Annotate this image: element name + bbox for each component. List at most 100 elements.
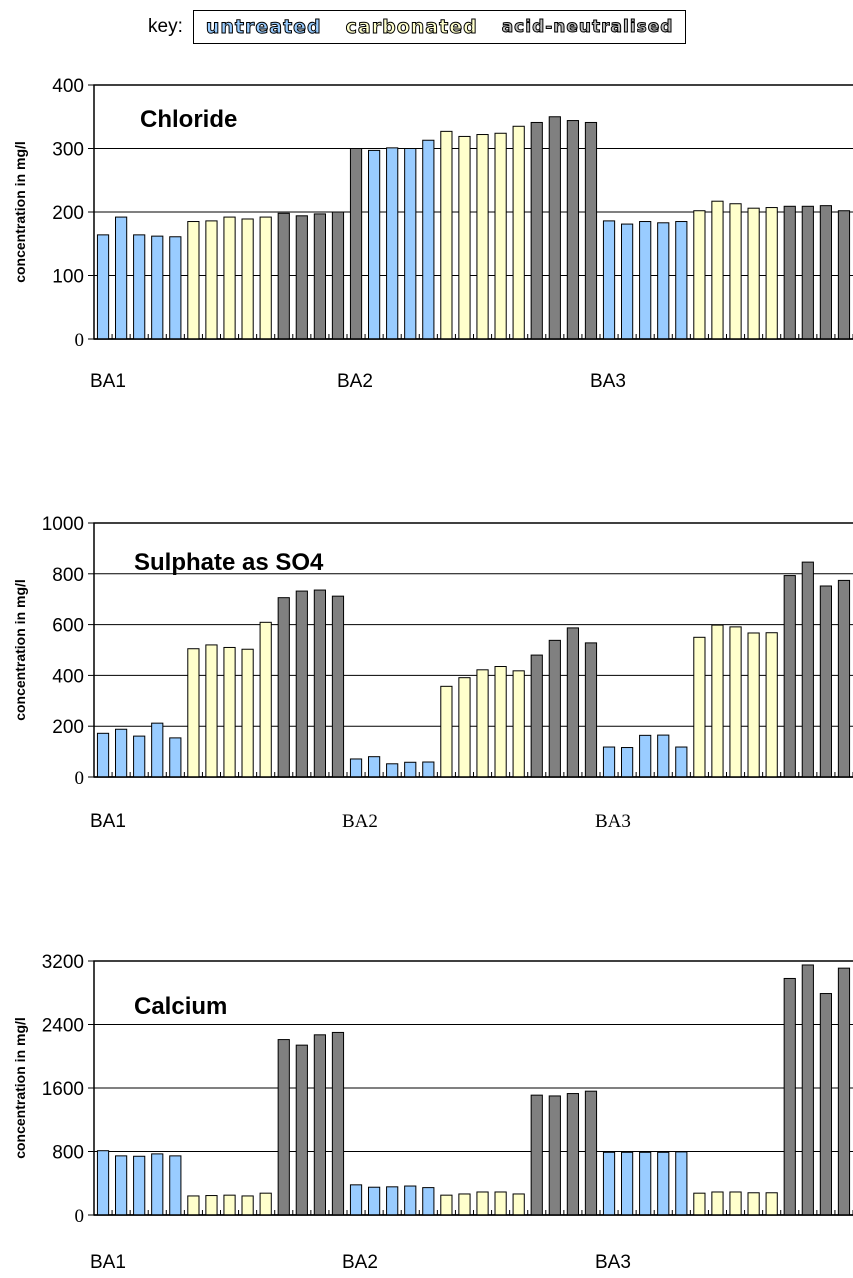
bar [404, 148, 417, 340]
y-axis-label: concentration in mg/l [12, 141, 28, 283]
chart-title: Calcium [134, 993, 227, 1020]
bar [566, 1093, 579, 1216]
y-tick-label: 400 [52, 666, 84, 687]
bar [801, 205, 814, 340]
category-label: BA3 [595, 1252, 631, 1273]
bar [512, 670, 525, 778]
bar [187, 221, 200, 340]
y-tick-label: 400 [52, 76, 84, 97]
y-tick-label: 100 [52, 267, 84, 288]
bar [711, 624, 724, 778]
category-label: BA3 [595, 811, 631, 832]
bar [675, 221, 688, 340]
bar [602, 746, 616, 778]
bar [530, 654, 543, 778]
bar [223, 1194, 236, 1216]
bar [566, 627, 579, 778]
bar [693, 1192, 706, 1216]
bar [349, 758, 363, 778]
bar [458, 1193, 471, 1216]
legend-item-acid-neutralised: acid-neutralised [501, 17, 674, 38]
bar [621, 747, 634, 778]
bar [783, 977, 796, 1216]
bar [765, 632, 778, 778]
bar [368, 1186, 381, 1216]
legend-box: untreated carbonated acid-neutralised [192, 10, 687, 44]
bar [512, 125, 525, 340]
bar [349, 148, 363, 340]
y-tick-label: 1600 [42, 1079, 84, 1100]
bar [313, 1034, 326, 1216]
category-label: BA3 [590, 371, 626, 392]
bar [639, 734, 652, 778]
bar [801, 964, 814, 1216]
bar [819, 993, 832, 1216]
bar [819, 205, 832, 340]
bar [349, 1184, 363, 1216]
calcium-chart: 0 800 1600 2400 3200 concentration in mg/l BA1… [12, 952, 853, 1273]
bar [313, 213, 326, 340]
bar [639, 1151, 652, 1216]
chart-title: Chloride [140, 106, 237, 133]
bar [458, 135, 471, 340]
y-tick-label: 2400 [42, 1016, 84, 1037]
bar [693, 636, 706, 778]
bar [566, 120, 579, 340]
bar [386, 147, 399, 340]
bar [584, 1090, 598, 1216]
bar [512, 1193, 525, 1216]
bar [386, 1186, 399, 1216]
bar [819, 585, 832, 778]
bar [747, 207, 760, 340]
bar [115, 216, 128, 340]
bar [205, 220, 218, 340]
bar [96, 234, 110, 340]
bar [476, 669, 489, 778]
bar [331, 211, 345, 340]
sulphate-chart: 0 200 400 600 800 1000 concentration in mg/l BA… [12, 514, 853, 832]
bar [422, 139, 435, 340]
bar [602, 220, 616, 340]
bar [368, 756, 381, 778]
bar [747, 632, 760, 778]
category-label: BA2 [342, 1252, 378, 1273]
bar [621, 1151, 634, 1216]
bar [386, 763, 399, 778]
bar [223, 216, 236, 340]
bar [801, 561, 814, 778]
bar [765, 1192, 778, 1216]
y-axis-label: concentration in mg/l [12, 1017, 28, 1159]
category-label: BA2 [342, 811, 378, 832]
bar [621, 223, 634, 340]
bar [783, 205, 796, 340]
bar [530, 121, 543, 340]
bar [602, 1151, 616, 1216]
y-tick-label: 800 [52, 1143, 84, 1164]
bar [187, 1195, 200, 1216]
bar [205, 1195, 218, 1216]
bar [241, 218, 254, 340]
bar [295, 590, 308, 778]
bar [259, 621, 272, 778]
bar [440, 685, 453, 778]
bar [639, 221, 652, 340]
bar [711, 200, 724, 340]
bar [837, 967, 851, 1216]
bar [169, 737, 182, 778]
bar [422, 761, 435, 778]
bar [169, 236, 182, 340]
bar [548, 639, 561, 778]
category-label: BA1 [90, 371, 126, 392]
bar [675, 1151, 688, 1216]
legend-label: key: [148, 16, 183, 37]
bar [115, 728, 128, 778]
bar [96, 1150, 110, 1216]
plot-area [93, 522, 853, 778]
bar [151, 1153, 164, 1216]
bar [729, 203, 742, 340]
bar [765, 207, 778, 340]
category-label: BA1 [90, 1252, 126, 1273]
chloride-chart: 0 100 200 300 400 concentration in mg/l BA1 BA2… [12, 76, 853, 392]
bar [313, 589, 326, 778]
bar [440, 130, 453, 340]
